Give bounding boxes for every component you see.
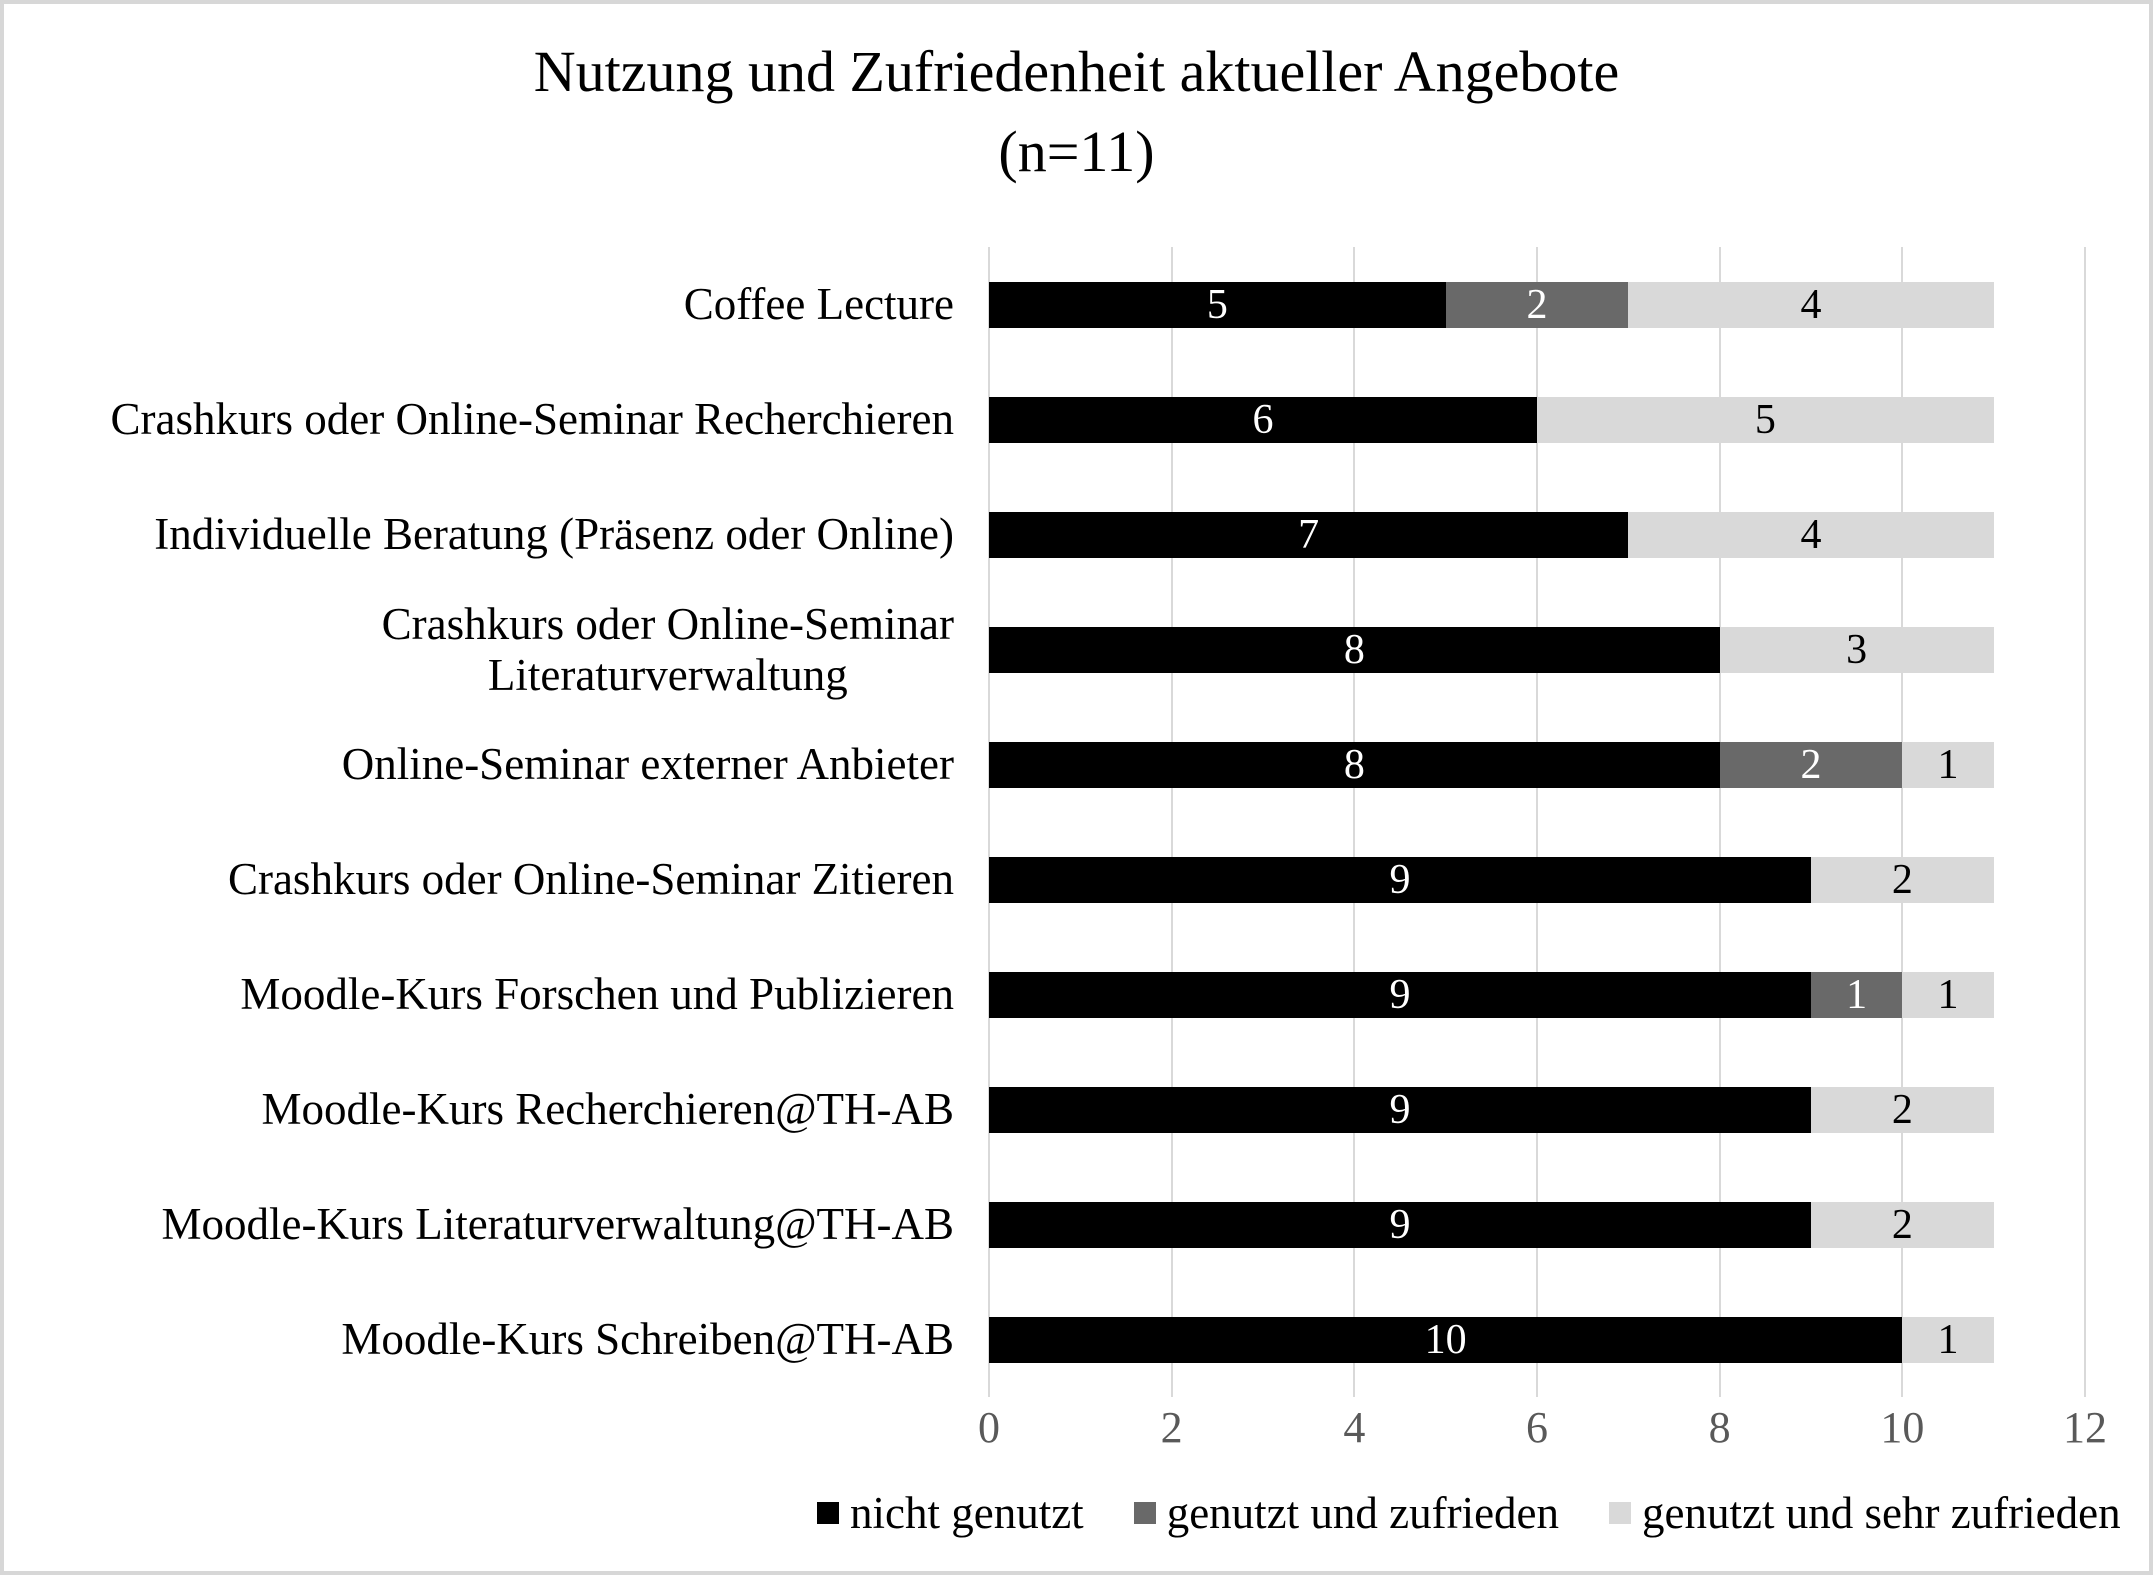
bar-segment-genutzt-und-sehr-zufrieden: 3 bbox=[1719, 626, 1994, 673]
category-label: Moodle-Kurs Literaturverwaltung@TH-AB bbox=[161, 1199, 955, 1250]
data-label: 2 bbox=[1891, 1086, 1913, 1133]
x-tick-label: 4 bbox=[1343, 1403, 1366, 1452]
bar-segment-nicht-genutzt: 5 bbox=[989, 281, 1446, 328]
bar-row: 5 2 4 bbox=[989, 281, 1994, 328]
data-label: 4 bbox=[1800, 511, 1822, 558]
data-label: 8 bbox=[1343, 741, 1365, 788]
data-label: 4 bbox=[1800, 281, 1822, 328]
legend-label: nicht genutzt bbox=[850, 1488, 1084, 1538]
bar-segment-nicht-genutzt: 9 bbox=[989, 1201, 1811, 1248]
data-label: 9 bbox=[1389, 856, 1411, 903]
legend-swatch-icon bbox=[1133, 1502, 1156, 1524]
data-label: 2 bbox=[1891, 856, 1913, 903]
category-label: Moodle-Kurs Schreiben@TH-AB bbox=[341, 1314, 954, 1365]
bar-segment-genutzt-und-sehr-zufrieden: 2 bbox=[1811, 1201, 1994, 1248]
bar-segment-genutzt-und-sehr-zufrieden: 4 bbox=[1628, 511, 1994, 558]
bar-segment-nicht-genutzt: 9 bbox=[989, 1086, 1811, 1133]
category-label: Moodle-Kurs Forschen und Publizieren bbox=[240, 969, 954, 1020]
data-label: 7 bbox=[1298, 511, 1320, 558]
bar-segment-nicht-genutzt: 10 bbox=[989, 1316, 1903, 1363]
x-tick-label: 2 bbox=[1160, 1403, 1183, 1452]
data-label: 2 bbox=[1891, 1201, 1913, 1248]
data-label: 10 bbox=[1424, 1316, 1467, 1363]
legend-swatch-icon bbox=[1609, 1502, 1632, 1524]
gridline bbox=[1170, 247, 1173, 1397]
gridline bbox=[1718, 247, 1721, 1397]
chart-title-line1: Nutzung und Zufriedenheit aktueller Ange… bbox=[533, 39, 1620, 104]
category-label: Crashkurs oder Online-Seminar Zitieren bbox=[227, 854, 954, 905]
x-tick-label: 10 bbox=[1880, 1403, 1925, 1452]
legend-label: genutzt und sehr zufrieden bbox=[1642, 1488, 2121, 1538]
bar-segment-genutzt-und-sehr-zufrieden: 1 bbox=[1902, 741, 1994, 788]
data-label: 3 bbox=[1846, 626, 1868, 673]
chart-title-line2: (n=11) bbox=[998, 119, 1155, 184]
plot-area: 5 2 4 6 5 7 4 8 3 8 2 1 9 2 9 1 1 9 2 9 2 10 1 bbox=[988, 247, 2086, 1397]
legend-item: genutzt und zufrieden bbox=[1133, 1487, 1560, 1539]
bar-segment-nicht-genutzt: 8 bbox=[989, 626, 1720, 673]
bar-segment-nicht-genutzt: 9 bbox=[989, 971, 1811, 1018]
data-label: 9 bbox=[1389, 1086, 1411, 1133]
category-label: Online-Seminar externer Anbieter bbox=[341, 739, 954, 790]
bar-segment-genutzt-und-sehr-zufrieden: 1 bbox=[1902, 971, 1994, 1018]
data-label: 9 bbox=[1389, 971, 1411, 1018]
data-label: 8 bbox=[1343, 626, 1365, 673]
x-tick-label: 6 bbox=[1526, 1403, 1548, 1452]
bar-segment-genutzt-und-sehr-zufrieden: 4 bbox=[1628, 281, 1994, 328]
data-label: 5 bbox=[1754, 396, 1776, 443]
data-label: 1 bbox=[1937, 971, 1959, 1018]
bar-segment-nicht-genutzt: 8 bbox=[989, 741, 1720, 788]
data-label: 9 bbox=[1389, 1201, 1411, 1248]
legend-item: genutzt und sehr zufrieden bbox=[1609, 1487, 2121, 1539]
bar-segment-nicht-genutzt: 7 bbox=[989, 511, 1629, 558]
bar-row: 8 2 1 bbox=[989, 741, 1994, 788]
gridline bbox=[2084, 247, 2086, 1397]
bar-segment-genutzt-und-zufrieden: 2 bbox=[1445, 281, 1629, 328]
bar-row: 9 1 1 bbox=[989, 971, 1994, 1018]
category-axis: Coffee Lecture Crashkurs oder Online-Semi… bbox=[4, 247, 954, 1397]
gridline bbox=[1536, 247, 1538, 1397]
category-label: Crashkurs oder Online-Seminar Recherchie… bbox=[110, 394, 954, 445]
bar-segment-genutzt-und-sehr-zufrieden: 2 bbox=[1811, 856, 1994, 903]
x-tick-label: 12 bbox=[2063, 1403, 2107, 1452]
data-label: 1 bbox=[1937, 741, 1959, 788]
category-label: Individuelle Beratung (Präsenz oder Onli… bbox=[154, 509, 954, 560]
bar-segment-genutzt-und-sehr-zufrieden: 2 bbox=[1811, 1086, 1994, 1133]
bar-segment-genutzt-und-sehr-zufrieden: 5 bbox=[1537, 396, 1994, 443]
bar-segment-nicht-genutzt: 6 bbox=[989, 396, 1537, 443]
gridline bbox=[988, 247, 990, 1397]
legend-swatch-icon bbox=[817, 1502, 839, 1524]
category-label: Moodle-Kurs Recherchieren@TH-AB bbox=[261, 1084, 954, 1135]
legend-label: genutzt und zufrieden bbox=[1166, 1488, 1560, 1538]
bar-segment-nicht-genutzt: 9 bbox=[989, 856, 1811, 903]
legend-item: nicht genutzt bbox=[817, 1487, 1084, 1539]
gridline bbox=[1901, 247, 1904, 1397]
data-label: 2 bbox=[1800, 741, 1822, 788]
category-label: Coffee Lecture bbox=[683, 279, 954, 330]
data-label: 5 bbox=[1206, 281, 1228, 328]
bar-row: 10 1 bbox=[989, 1316, 1994, 1363]
data-label: 1 bbox=[1846, 971, 1868, 1018]
data-label: 6 bbox=[1252, 396, 1274, 443]
data-label: 2 bbox=[1526, 281, 1548, 328]
bar-segment-genutzt-und-sehr-zufrieden: 1 bbox=[1902, 1316, 1994, 1363]
bar-segment-genutzt-und-zufrieden: 1 bbox=[1811, 971, 1903, 1018]
chart-title: Nutzung und Zufriedenheit aktueller Ange… bbox=[4, 32, 2149, 192]
legend: nicht genutzt genutzt und zufrieden genutz… bbox=[817, 1487, 2121, 1539]
bar-segment-genutzt-und-zufrieden: 2 bbox=[1719, 741, 1903, 788]
category-label: Crashkurs oder Online-Seminar Literaturv… bbox=[381, 599, 954, 700]
x-tick-label: 8 bbox=[1708, 1403, 1731, 1452]
data-label: 1 bbox=[1937, 1316, 1959, 1363]
gridline bbox=[1353, 247, 1356, 1397]
x-tick-label: 0 bbox=[978, 1403, 1000, 1452]
